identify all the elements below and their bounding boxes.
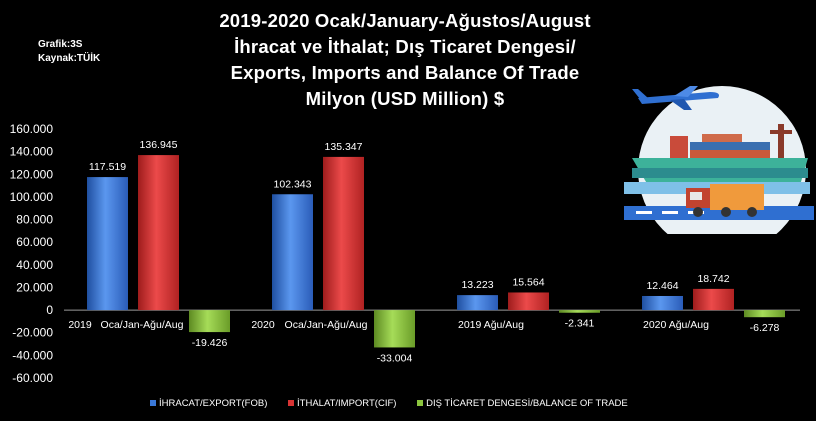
- import-bar: [693, 288, 734, 311]
- balance-bar: [744, 310, 785, 318]
- category-label: Oca/Jan-Ağu/Aug: [285, 319, 368, 331]
- y-tick-label: 160.000: [10, 122, 54, 136]
- data-label: 12.464: [646, 280, 678, 292]
- data-label: 102.343: [274, 178, 312, 190]
- balance-bar: [559, 310, 600, 313]
- y-tick-label: 40.000: [16, 258, 53, 272]
- import-bar: [323, 156, 364, 311]
- y-tick-label: 100.000: [10, 190, 54, 204]
- data-label: -19.426: [192, 337, 228, 349]
- category-label: 2019 Ağu/Aug: [458, 319, 524, 331]
- title-line: Exports, Imports and Balance Of Trade: [230, 62, 580, 83]
- legend-item-export: İHRACAT/EXPORT(FOB): [150, 398, 267, 409]
- y-tick-label: 80.000: [16, 213, 53, 227]
- category-label: 2020 Ağu/Aug: [643, 319, 709, 331]
- y-tick-label: -60.000: [12, 371, 53, 385]
- data-label: 13.223: [461, 279, 493, 291]
- data-label: -33.004: [377, 352, 413, 364]
- title-line: İhracat ve İthalat; Dış Ticaret Dengesi/: [234, 36, 576, 57]
- export-bar: [87, 177, 128, 311]
- legend-label: İHRACAT/EXPORT(FOB): [159, 398, 268, 409]
- data-label: -6.278: [750, 322, 780, 334]
- data-label: 15.564: [512, 276, 544, 288]
- export-bar: [457, 295, 498, 311]
- legend-swatch: [417, 400, 424, 407]
- export-bar: [272, 194, 313, 311]
- category-label: 2020: [251, 319, 275, 331]
- chart-title: 2019-2020 Ocak/January-Ağustos/August İh…: [165, 8, 645, 112]
- import-bar: [138, 155, 179, 311]
- data-label: 136.945: [140, 139, 178, 151]
- y-tick-label: -20.000: [12, 326, 53, 340]
- data-label: -2.341: [565, 318, 595, 330]
- y-tick-label: 120.000: [10, 167, 54, 181]
- road: [624, 206, 814, 220]
- category-label: Oca/Jan-Ağu/Aug: [101, 319, 184, 331]
- airplane-icon: [632, 86, 719, 110]
- y-tick-label: 140.000: [10, 145, 54, 159]
- legend-item-balance: DIŞ TİCARET DENGESİ/BALANCE OF TRADE: [417, 398, 628, 409]
- legend-label: DIŞ TİCARET DENGESİ/BALANCE OF TRADE: [426, 398, 628, 409]
- legend-label: İTHALAT/IMPORT(CIF): [297, 398, 397, 409]
- trade-illustration: [624, 86, 814, 234]
- data-label: 135.347: [325, 141, 363, 153]
- data-label: 117.519: [89, 161, 126, 173]
- balance-bar: [374, 310, 415, 348]
- category-label: 2019: [68, 319, 92, 331]
- data-label: 18.742: [697, 273, 729, 285]
- legend-swatch: [288, 400, 295, 407]
- legend-swatch: [150, 400, 156, 407]
- export-bar: [642, 295, 683, 311]
- y-tick-label: 20.000: [16, 280, 53, 294]
- y-tick-label: 60.000: [16, 235, 53, 249]
- y-tick-label: 0: [46, 303, 53, 317]
- data-source: Kaynak:TÜİK: [38, 53, 101, 64]
- y-tick-label: -40.000: [12, 348, 53, 362]
- legend-item-import: İTHALAT/IMPORT(CIF): [288, 398, 396, 409]
- balance-bar: [189, 310, 230, 333]
- import-bar: [508, 292, 549, 311]
- title-line: 2019-2020 Ocak/January-Ağustos/August: [219, 10, 591, 31]
- graph-number: Grafik:3S: [38, 39, 83, 50]
- title-line: Milyon (USD Million) $: [305, 88, 505, 109]
- truck-icon: [686, 184, 764, 217]
- chart-legend: İHRACAT/EXPORT(FOB) İTHALAT/IMPORT(CIF) …: [150, 398, 646, 409]
